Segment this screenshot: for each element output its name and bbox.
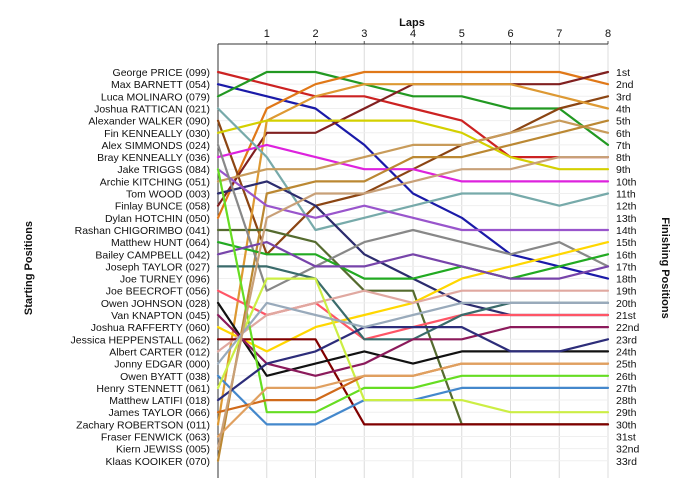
starting-position-label: Luca MOLINARO (079) — [101, 91, 210, 103]
x-tick-label: 1 — [264, 28, 270, 40]
series-line — [216, 289, 610, 353]
finishing-position-label: 11th — [616, 189, 636, 201]
finishing-position-label: 8th — [616, 152, 631, 164]
starting-position-label: Joshua RATTICAN (021) — [94, 103, 210, 115]
finishing-position-label: 23rd — [616, 334, 637, 346]
starting-position-label: Jessica HEPPENSTALL (062) — [71, 334, 210, 346]
finishing-position-label: 24th — [616, 346, 637, 358]
series-line — [216, 143, 610, 183]
finishing-position-label: 21st — [616, 310, 636, 322]
starting-position-label: Archie KITCHING (051) — [100, 176, 210, 188]
y-axis-title-right: Finishing Positions — [659, 217, 671, 318]
series-line — [216, 107, 610, 232]
series-line — [216, 143, 610, 292]
finishing-position-label: 33rd — [616, 456, 637, 468]
finishing-position-label: 12th — [616, 201, 637, 213]
starting-position-label: Owen JOHNSON (028) — [101, 298, 210, 310]
starting-position-label: Klaas KOOIKER (070) — [106, 456, 210, 468]
starting-position-label: Zachary ROBERTSON (011) — [76, 419, 210, 431]
series-line — [216, 313, 610, 377]
starting-position-label: Joe TURNEY (096) — [120, 274, 210, 286]
starting-position-label: Van KNAPTON (045) — [111, 310, 210, 322]
series-line — [216, 83, 610, 426]
finishing-position-label: 19th — [616, 286, 637, 298]
finishing-position-label: 28th — [616, 395, 637, 407]
starting-position-label: Fin KENNEALLY (030) — [104, 128, 210, 140]
starting-position-label: Max BARNETT (054) — [111, 79, 210, 91]
series-line — [216, 362, 610, 438]
finishing-position-label: 30th — [616, 419, 637, 431]
finishing-position-label: 2nd — [616, 79, 634, 91]
x-tick-label: 8 — [605, 28, 611, 40]
finishing-position-label: 13th — [616, 213, 637, 225]
starting-position-label: Jake TRIGGS (084) — [117, 164, 210, 176]
x-tick-label: 6 — [507, 28, 513, 40]
series-line — [216, 70, 610, 159]
finishing-position-label: 3rd — [616, 91, 631, 103]
starting-position-label: Bailey CAMPBELL (042) — [95, 249, 210, 261]
series-line — [216, 70, 610, 219]
series-line — [216, 119, 610, 171]
starting-position-label: Albert CARTER (012) — [109, 346, 210, 358]
finishing-position-label: 9th — [616, 164, 631, 176]
finishing-position-label: 14th — [616, 225, 637, 237]
finishing-position-label: 22nd — [616, 322, 640, 334]
series-line — [216, 156, 610, 450]
starting-position-label: Finlay BUNCE (058) — [115, 201, 210, 213]
starting-position-label: Joe BEECROFT (056) — [106, 286, 210, 298]
x-tick-label: 2 — [312, 28, 318, 40]
starting-position-label: Kiern JEWISS (005) — [116, 444, 210, 456]
starting-position-label: Owen BYATT (038) — [120, 371, 210, 383]
series-line — [216, 241, 610, 280]
finishing-position-label: 6th — [616, 128, 631, 140]
finishing-position-label: 25th — [616, 359, 637, 371]
series-line — [216, 119, 610, 462]
x-axis-title: Laps — [399, 17, 425, 29]
x-tick-label: 3 — [361, 28, 367, 40]
series-line — [216, 241, 610, 280]
finishing-position-label: 15th — [616, 237, 637, 249]
starting-position-label: James TAYLOR (066) — [108, 407, 210, 419]
series-line — [216, 168, 610, 414]
finishing-position-label: 18th — [616, 274, 637, 286]
finishing-position-label: 31st — [616, 432, 636, 444]
finishing-position-label: 1st — [616, 67, 630, 79]
finishing-position-label: 20th — [616, 298, 637, 310]
y-axis-title-left: Starting Positions — [23, 221, 35, 315]
finishing-position-label: 26th — [616, 371, 637, 383]
finishing-position-label: 16th — [616, 249, 637, 261]
finishing-position-label: 10th — [616, 176, 637, 188]
finishing-position-label: 7th — [616, 140, 631, 152]
starting-position-label: Dylan HOTCHIN (050) — [105, 213, 210, 225]
finishing-position-label: 17th — [616, 261, 637, 273]
finishing-position-label: 5th — [616, 116, 631, 128]
series-line — [216, 326, 610, 402]
starting-position-label: Bray KENNEALLY (036) — [97, 152, 210, 164]
finishing-position-label: 32nd — [616, 444, 640, 456]
starting-position-label: George PRICE (099) — [113, 67, 210, 79]
starting-position-label: Jonny EDGAR (000) — [114, 359, 210, 371]
series-line — [216, 301, 610, 365]
starting-position-label: Alexander WALKER (090) — [88, 116, 210, 128]
starting-position-label: Henry STENNETT (061) — [96, 383, 210, 395]
x-tick-label: 5 — [459, 28, 465, 40]
starting-position-label: Rashan CHIGORIMBO (041) — [75, 225, 210, 237]
series-line — [216, 70, 610, 146]
series-line — [216, 338, 610, 426]
finishing-position-label: 27th — [616, 383, 637, 395]
series-line — [216, 119, 610, 183]
x-tick-label: 7 — [556, 28, 562, 40]
starting-position-label: Joshua RAFFERTY (060) — [91, 322, 210, 334]
starting-position-label: Matthew LATIFI (018) — [109, 395, 210, 407]
series-line — [216, 277, 610, 414]
starting-position-label: Tom WOOD (003) — [126, 189, 210, 201]
starting-position-label: Alex SIMMONDS (024) — [101, 140, 210, 152]
finishing-position-label: 29th — [616, 407, 637, 419]
starting-position-label: Joseph TAYLOR (027) — [106, 261, 210, 273]
starting-position-label: Matthew HUNT (064) — [111, 237, 210, 249]
x-tick-label: 4 — [410, 28, 416, 40]
finishing-position-label: 4th — [616, 103, 631, 115]
starting-position-label: Fraser FENWICK (063) — [101, 432, 210, 444]
